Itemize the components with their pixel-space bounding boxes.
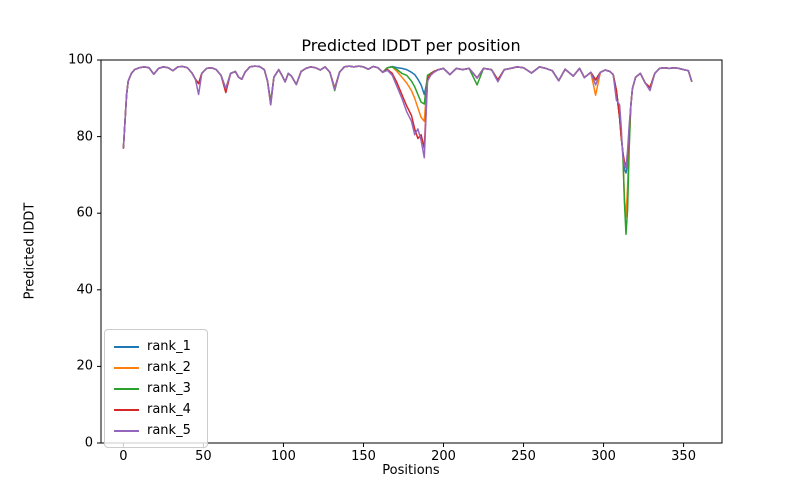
legend-label: rank_5 <box>147 423 191 438</box>
legend-label: rank_3 <box>147 381 191 396</box>
legend-item-rank_2: rank_2 <box>114 357 197 378</box>
y-tick-label: 40 <box>76 282 93 298</box>
x-tick-label: 100 <box>271 449 296 464</box>
legend-line-rank_2 <box>114 366 139 369</box>
legend-line-rank_3 <box>114 387 139 390</box>
legend: rank_1 rank_2 rank_3 rank_4 rank_5 <box>104 329 208 448</box>
legend-label: rank_4 <box>147 402 191 417</box>
legend-item-rank_4: rank_4 <box>114 399 197 420</box>
x-tick-label: 250 <box>511 449 536 464</box>
x-tick-label: 200 <box>431 449 456 464</box>
y-tick-label: 20 <box>76 358 93 374</box>
chart-title: Predicted lDDT per position <box>301 36 521 55</box>
y-tick-label: 0 <box>84 435 93 451</box>
x-tick-label: 300 <box>591 449 616 464</box>
legend-label: rank_1 <box>147 339 191 354</box>
legend-item-rank_3: rank_3 <box>114 378 197 399</box>
y-tick-label: 100 <box>68 52 93 68</box>
legend-line-rank_5 <box>114 429 139 432</box>
x-tick-label: 350 <box>671 449 696 464</box>
legend-line-rank_4 <box>114 408 139 411</box>
y-tick-label: 80 <box>76 129 93 145</box>
y-tick-label: 60 <box>76 205 93 221</box>
legend-line-rank_1 <box>114 345 139 348</box>
x-tick-label: 50 <box>195 449 212 464</box>
legend-item-rank_5: rank_5 <box>114 420 197 441</box>
x-tick-label: 150 <box>351 449 376 464</box>
x-axis-label: Positions <box>382 463 440 478</box>
y-axis-label: Predicted lDDT <box>22 202 38 300</box>
legend-label: rank_2 <box>147 360 191 375</box>
x-tick-label: 0 <box>119 449 128 464</box>
legend-item-rank_1: rank_1 <box>114 336 197 357</box>
